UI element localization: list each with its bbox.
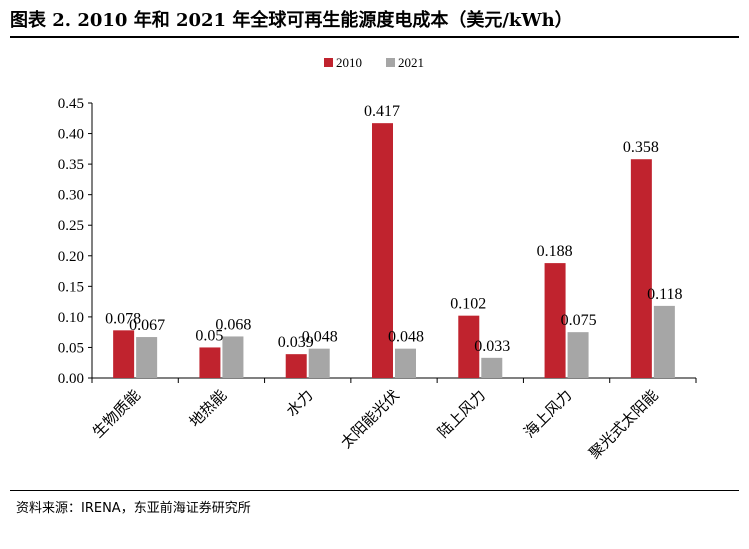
bar-2010: [285, 354, 307, 378]
data-label-2010: 0.358: [623, 139, 659, 156]
legend: 2010 2021: [324, 55, 424, 70]
data-label-2021: 0.075: [561, 312, 597, 329]
bar-2021: [222, 336, 244, 378]
x-tick-label: 聚光式太阳能: [586, 387, 662, 463]
source-rule: [10, 490, 739, 491]
bar-2010: [372, 123, 393, 379]
data-label-2021: 0.033: [474, 338, 510, 355]
bar-2021: [136, 337, 158, 378]
data-label-2010: 0.078: [105, 310, 141, 327]
legend-swatch-2010: [324, 58, 333, 67]
data-label-2010: 0.05: [195, 327, 223, 344]
bar-2010: [630, 159, 652, 378]
bars: [113, 123, 675, 379]
bar-2010: [199, 347, 221, 378]
bar-2021: [567, 332, 589, 378]
legend-swatch-2021: [386, 58, 395, 67]
x-tick-label: 海上风力: [521, 387, 575, 441]
bar-2021: [308, 348, 330, 378]
data-label-2010: 0.417: [364, 103, 400, 120]
y-tick-label: 0.05: [58, 340, 84, 356]
y-tick-label: 0.25: [58, 218, 84, 234]
data-labels: 0.0780.0670.050.0680.0390.0480.4170.0480…: [105, 103, 682, 355]
title-rule: [10, 36, 739, 38]
legend-label-2010: 2010: [336, 55, 362, 70]
data-label-2021: 0.067: [129, 317, 165, 334]
axes: 0.00 0.05 0.10 0.15 0.20 0.25 0.30 0.35 0.40 0.45: [58, 96, 697, 387]
data-label-2010: 0.188: [537, 243, 573, 260]
y-tick-label: 0.35: [58, 157, 84, 173]
x-tick-label: 水力: [283, 387, 316, 420]
data-label-2010: 0.102: [450, 296, 486, 313]
data-label-2021: 0.048: [302, 329, 338, 346]
y-tick-label: 0.00: [58, 371, 84, 387]
y-tick-label: 0.45: [58, 96, 84, 112]
x-tick-label: 生物质能: [90, 387, 144, 441]
y-tick-label: 0.15: [58, 279, 84, 295]
x-tick-label: 太阳能光伏: [338, 387, 403, 452]
bar-2010: [113, 330, 135, 378]
bar-2010: [544, 263, 566, 378]
y-tick-label: 0.30: [58, 188, 84, 204]
bar-2021: [395, 348, 416, 378]
y-tick-label: 0.40: [58, 127, 84, 143]
bar-2021: [653, 305, 675, 378]
data-label-2021: 0.048: [388, 329, 424, 346]
x-tick-label: 地热能: [186, 387, 230, 431]
x-tick-labels: 生物质能 地热能 水力 太阳能光伏 陆上风力 海上风力 聚光式太阳能: [90, 387, 662, 463]
source-note: 资料来源：IRENA，东亚前海证券研究所: [16, 501, 251, 516]
data-label-2021: 0.118: [647, 286, 682, 303]
data-label-2021: 0.068: [215, 316, 251, 333]
data-label-2010: 0.039: [278, 334, 314, 351]
y-tick-label: 0.20: [58, 249, 84, 265]
x-tick-label: 陆上风力: [435, 387, 489, 441]
bar-2010: [458, 315, 480, 378]
y-tick-label: 0.10: [58, 310, 84, 326]
chart-title: 图表 2. 2010 年和 2021 年全球可再生能源度电成本（美元/kWh）: [10, 10, 573, 31]
legend-label-2021: 2021: [398, 55, 424, 70]
bar-2021: [481, 357, 503, 378]
